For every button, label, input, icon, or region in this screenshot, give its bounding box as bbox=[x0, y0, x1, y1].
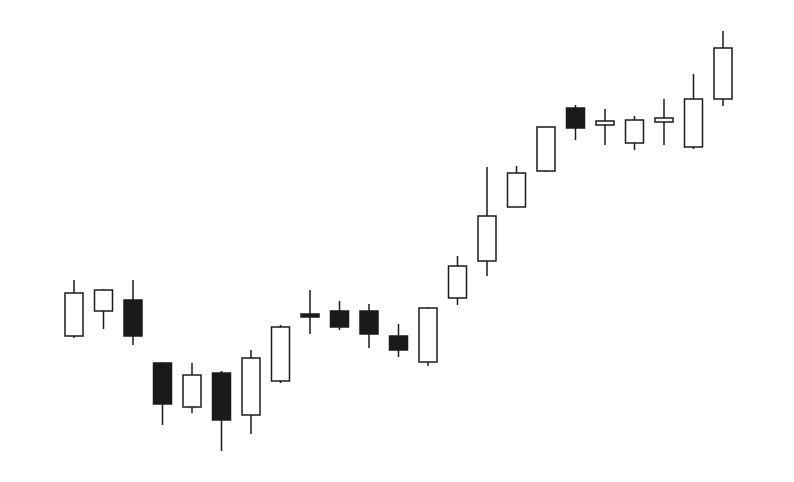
candle-body-up bbox=[477, 215, 497, 262]
candle-body-up bbox=[595, 120, 615, 126]
candle-body-up bbox=[182, 374, 202, 408]
candle-17 bbox=[536, 126, 556, 172]
candle-12 bbox=[388, 324, 409, 357]
candle-6 bbox=[211, 371, 232, 451]
candle-13 bbox=[418, 307, 438, 366]
candle-19 bbox=[595, 109, 615, 145]
candle-4 bbox=[152, 362, 173, 425]
candle-7 bbox=[241, 350, 261, 434]
candle-16 bbox=[506, 166, 527, 208]
candle-body-up bbox=[93, 289, 114, 312]
candle-23 bbox=[713, 31, 733, 106]
candle-body-up bbox=[536, 126, 556, 172]
candle-8 bbox=[270, 325, 291, 383]
candle-body-up bbox=[447, 265, 468, 299]
candle-11 bbox=[359, 304, 379, 348]
candle-2 bbox=[93, 289, 114, 329]
candle-body-up bbox=[64, 292, 84, 337]
candle-22 bbox=[683, 74, 704, 149]
candle-15 bbox=[477, 167, 497, 276]
candle-21 bbox=[654, 99, 674, 145]
candle-1 bbox=[64, 280, 84, 338]
candle-body-up bbox=[270, 326, 291, 382]
candle-14 bbox=[447, 256, 468, 305]
candle-body-down bbox=[211, 372, 232, 421]
candle-body-down bbox=[300, 313, 320, 318]
candle-10 bbox=[329, 301, 350, 330]
candle-5 bbox=[182, 363, 202, 413]
candle-body-down bbox=[152, 362, 173, 405]
candle-body-down bbox=[123, 299, 143, 337]
candle-3 bbox=[123, 280, 143, 345]
candle-body-up bbox=[418, 307, 438, 363]
candle-body-up bbox=[241, 357, 261, 416]
candle-body-up bbox=[713, 47, 733, 100]
candle-9 bbox=[300, 290, 320, 334]
candle-body-down bbox=[565, 107, 586, 129]
candle-body-up bbox=[683, 98, 704, 148]
candle-body-up bbox=[654, 117, 674, 123]
candle-body-up bbox=[506, 172, 527, 208]
candle-body-down bbox=[359, 310, 379, 335]
candle-body-down bbox=[388, 335, 409, 351]
candle-body-up bbox=[624, 119, 645, 144]
candle-18 bbox=[565, 105, 586, 140]
candle-body-down bbox=[329, 310, 350, 328]
candle-20 bbox=[624, 116, 645, 150]
